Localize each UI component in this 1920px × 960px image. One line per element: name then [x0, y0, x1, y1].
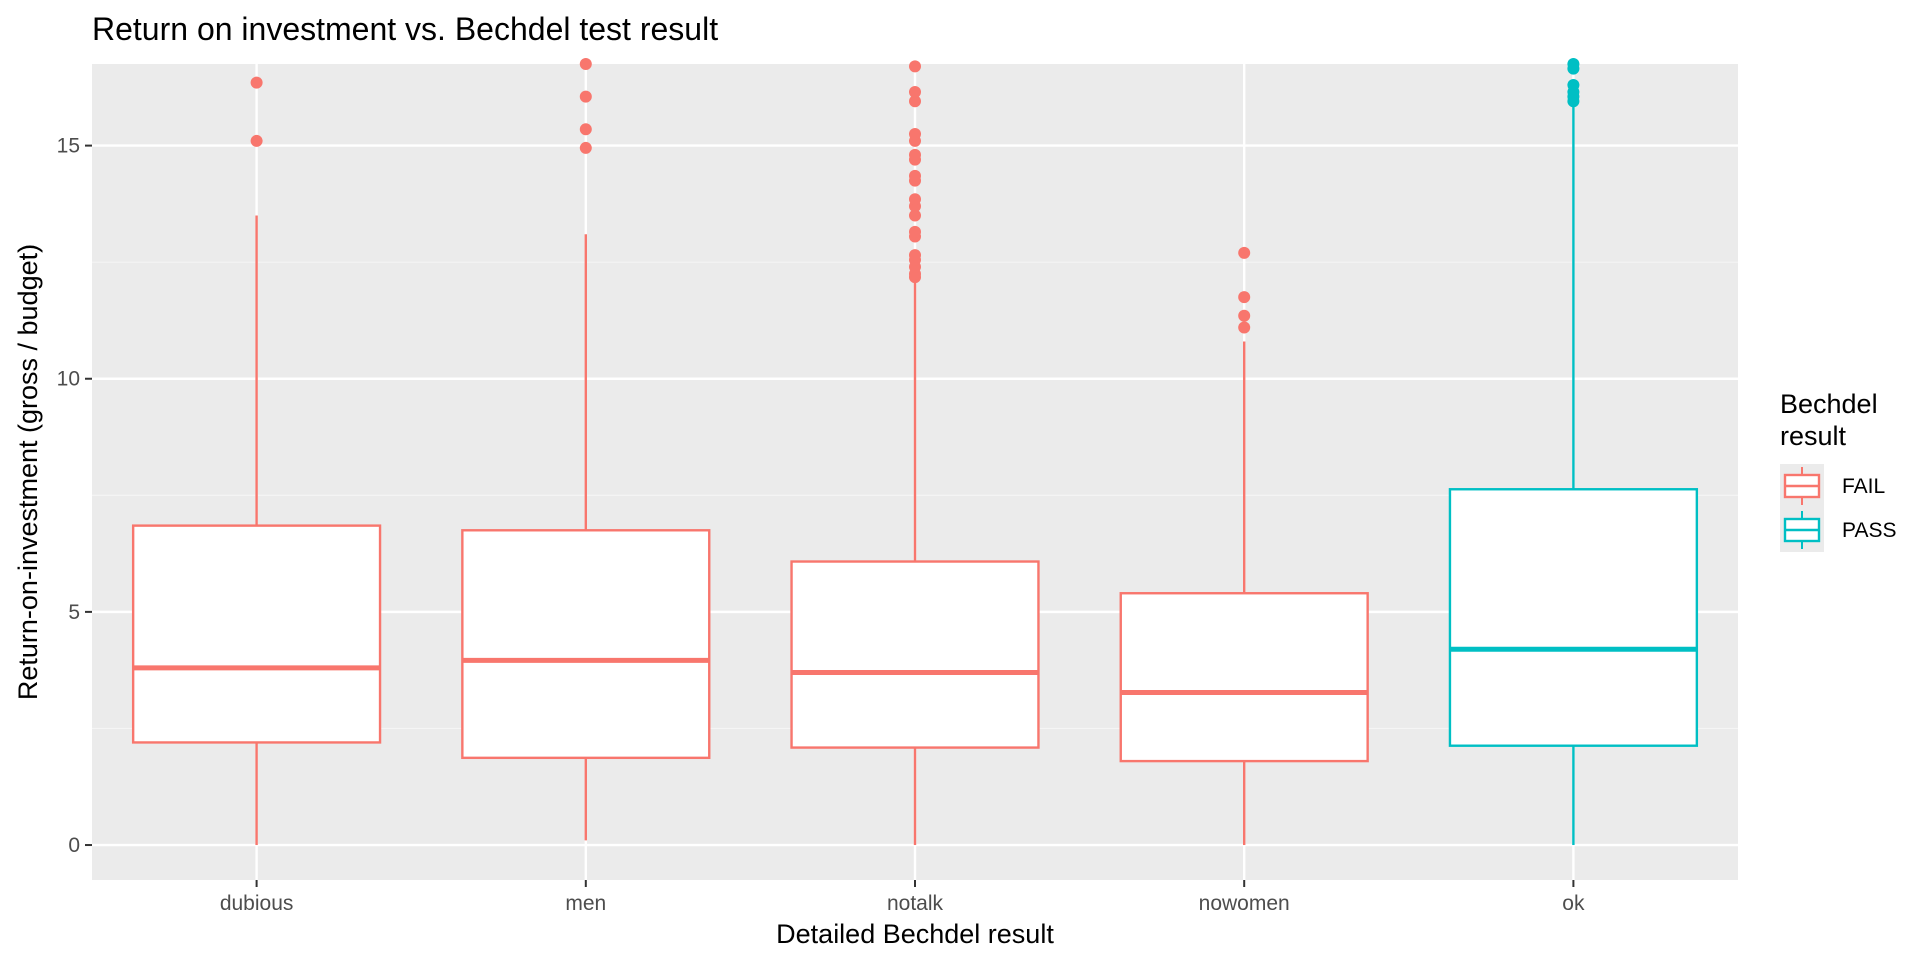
- box-ok: [1448, 58, 1699, 846]
- legend-label: FAIL: [1842, 475, 1885, 498]
- outlier-point: [1238, 321, 1251, 334]
- outlier-point: [1238, 291, 1251, 304]
- x-tick-label: nowomen: [1199, 892, 1290, 915]
- outlier-point: [909, 127, 921, 140]
- y-axis: 0 5 10 15: [57, 135, 92, 857]
- outlier-point: [250, 134, 263, 147]
- y-tick-label: 10: [57, 368, 80, 391]
- outlier-point: [909, 95, 921, 108]
- box-iqr: [131, 524, 382, 744]
- y-tick-label: 15: [57, 135, 80, 158]
- outlier-point: [579, 123, 592, 136]
- y-axis-title: Return-on-investment (gross / budget): [13, 244, 43, 700]
- outlier-point: [1238, 309, 1251, 322]
- outlier-point: [909, 225, 921, 238]
- legend-label: PASS: [1842, 519, 1896, 542]
- legend-item-fail: FAIL: [1780, 464, 1885, 508]
- x-tick-label: men: [565, 892, 606, 915]
- box-series: [131, 58, 1699, 846]
- outlier-point: [579, 58, 592, 70]
- outlier-point: [909, 249, 921, 262]
- x-tick-label: notalk: [887, 892, 944, 915]
- box-men: [461, 58, 711, 841]
- box-iqr: [790, 560, 1040, 749]
- y-tick-label: 0: [68, 834, 80, 857]
- box-iqr: [1448, 488, 1699, 747]
- legend-title: result: [1780, 421, 1847, 451]
- legend-item-pass: PASS: [1780, 508, 1896, 552]
- box-iqr: [1119, 592, 1369, 763]
- outlier-point: [909, 209, 921, 222]
- outlier-point: [250, 76, 263, 89]
- outlier-point: [909, 193, 921, 206]
- legend-title: Bechdel: [1780, 389, 1878, 419]
- box-dubious: [131, 76, 382, 846]
- x-tick-label: ok: [1562, 892, 1585, 915]
- x-axis-title: Detailed Bechdel result: [776, 919, 1054, 949]
- outlier-point: [579, 141, 592, 154]
- outlier-point: [1238, 246, 1251, 259]
- box-iqr: [461, 529, 711, 760]
- x-axis: dubious men notalk nowomen ok: [220, 880, 1585, 915]
- outlier-point: [579, 90, 592, 103]
- outlier-point: [909, 60, 921, 73]
- x-tick-label: dubious: [220, 892, 294, 915]
- outlier-point: [909, 148, 921, 161]
- outlier-point: [1567, 58, 1580, 70]
- chart-title: Return on investment vs. Bechdel test re…: [92, 11, 718, 47]
- outlier-point: [909, 169, 921, 182]
- box-nowomen: [1119, 246, 1369, 846]
- outlier-point: [909, 85, 921, 98]
- box-notalk: [790, 60, 1040, 846]
- outlier-point: [1567, 78, 1580, 91]
- y-tick-label: 5: [68, 601, 80, 624]
